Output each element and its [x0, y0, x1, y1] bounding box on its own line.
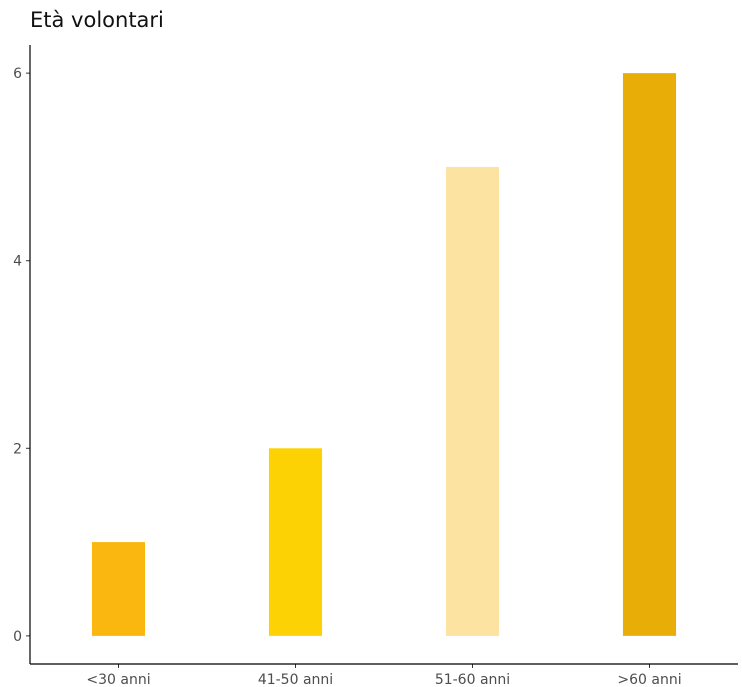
x-tick-label-0: <30 anni [86, 672, 150, 687]
y-tick-label-3: 6 [13, 66, 22, 82]
x-tick-label-3: >60 anni [617, 672, 681, 687]
bar-3 [622, 73, 677, 636]
y-tick-label-0: 0 [13, 629, 22, 645]
x-tick-label-1: 41-50 anni [258, 672, 333, 687]
bar-1 [268, 448, 323, 636]
bar-2 [445, 166, 500, 636]
bar-0 [91, 542, 146, 636]
bars-group [91, 73, 677, 636]
x-tick-label-2: 51-60 anni [435, 672, 510, 687]
axes-group: <30 anni 41-50 anni 51-60 anni >60 anni 0 2 4 6 [13, 45, 738, 687]
y-tick-label-1: 2 [13, 441, 22, 457]
chart-title: Età volontari [30, 8, 164, 32]
y-tick-label-2: 4 [13, 254, 22, 270]
